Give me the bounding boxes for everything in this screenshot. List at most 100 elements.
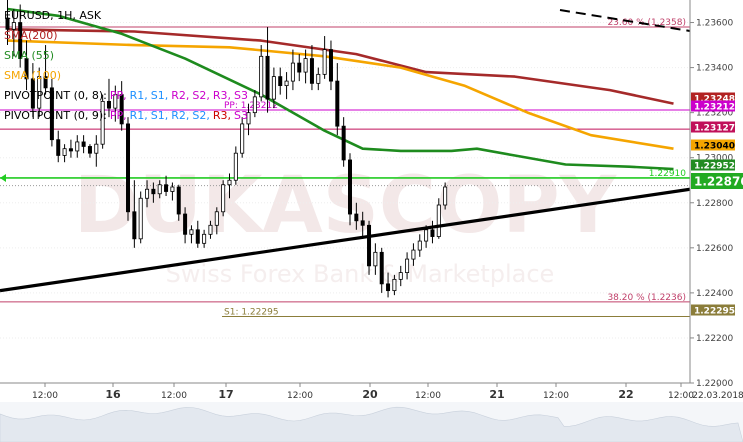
candle-down <box>119 94 124 125</box>
price-tag: 1.22295 <box>691 304 735 317</box>
candle-down <box>309 58 314 84</box>
candle-down <box>106 100 111 109</box>
legend-row-4: PIVOTPOINT (0, 8): PP, R1, S1, R2, S2, R3, S3 <box>4 86 251 106</box>
candle-up <box>221 184 226 213</box>
candle-down <box>87 146 92 154</box>
candle-up <box>392 278 397 292</box>
candle-up <box>208 224 213 235</box>
price-tick-label: 1.22000 <box>696 379 733 389</box>
price-tick-label: 1.23400 <box>696 64 733 74</box>
price-tick-label: 1.23000 <box>696 154 733 164</box>
candle-up <box>75 141 80 152</box>
candle-up <box>170 186 175 192</box>
legend-part: R1, <box>129 89 148 102</box>
legend-row-1: SMA(200) <box>4 26 251 46</box>
legend-symbol: EURUSD, 1H, ASK <box>4 9 102 22</box>
candle-down <box>341 125 346 161</box>
candle-up <box>424 229 429 242</box>
candle-up <box>62 148 67 156</box>
plot-area <box>0 0 690 383</box>
support-trendline <box>0 187 691 293</box>
candle-down <box>328 49 333 82</box>
time-tick-label: 12:00 <box>543 391 569 401</box>
time-tick-label: 12:00 <box>287 391 313 401</box>
legend-part: S2, <box>192 109 210 122</box>
price-tag-box <box>691 121 735 133</box>
candle-up <box>417 240 422 251</box>
price-tag: 1.22876 <box>691 173 743 189</box>
candle-down <box>43 76 48 89</box>
price-tag-text: 1.23040 <box>694 142 735 152</box>
time-tick-label: 22.03.2018 <box>692 391 743 401</box>
legend-part: PP, <box>109 109 127 122</box>
green-level-arrow <box>0 173 6 182</box>
candle-up <box>214 211 219 226</box>
legend-part: S2, <box>192 89 210 102</box>
candle-down <box>68 148 73 152</box>
legend-row-5: PIVOTPOINT (0, 9): PP, R1, S1, R2, S2, R3, S3 <box>4 106 251 126</box>
sma55-line <box>7 7 674 171</box>
resistance-trendline <box>559 9 691 32</box>
candle-up <box>436 204 441 237</box>
level-label: 38.20 % (1.2236) <box>607 293 686 303</box>
time-tick-label: 16 <box>105 388 121 401</box>
candle-down <box>24 58 29 80</box>
candle-down <box>360 220 365 226</box>
navigator-area <box>0 406 743 442</box>
price-tag: 1.23127 <box>691 121 735 134</box>
candle-up <box>405 258 410 274</box>
candle-up <box>202 233 207 244</box>
price-tag-box <box>691 92 735 104</box>
candle-up <box>227 179 232 186</box>
candle-up <box>100 100 105 145</box>
price-tag-text: 1.22295 <box>694 307 735 317</box>
price-tag-text: 1.23248 <box>694 95 735 105</box>
time-tick-label: 12:00 <box>161 391 187 401</box>
time-tick-label: 17 <box>218 388 233 401</box>
candle-up <box>145 188 150 199</box>
price-tag-box <box>691 139 735 151</box>
price-tag-text: 1.22952 <box>694 162 735 172</box>
legend: EURUSD, 1H, ASK SMA(200) SMA (55) SMA (1… <box>4 6 251 126</box>
price-tag-text: 1.22876 <box>694 175 743 189</box>
price-tag: 1.23040 <box>691 139 735 152</box>
candle-up <box>411 249 416 260</box>
price-tag: 1.22952 <box>691 159 735 172</box>
legend-part: PIVOTPOINT (0, 9): <box>4 109 107 122</box>
candle-up <box>240 123 245 154</box>
legend-part: R2, <box>171 89 190 102</box>
candle-up <box>443 186 448 206</box>
legend-part: PIVOTPOINT (0, 8): <box>4 89 107 102</box>
price-axis-area <box>690 0 743 442</box>
legend-part: S3 <box>234 109 248 122</box>
price-tick-label: 1.22400 <box>696 289 733 299</box>
candle-down <box>386 283 391 292</box>
watermark-subtitle: Swiss Forex Bank & Marketplace <box>166 260 555 288</box>
candle-down <box>430 229 435 237</box>
legend-sma55: SMA (55) <box>4 49 55 62</box>
candle-up <box>189 229 194 235</box>
legend-row-0: EURUSD, 1H, ASK <box>4 6 251 26</box>
legend-part: R3, <box>212 89 232 102</box>
level-label: PP: 1.23212 <box>224 101 278 111</box>
price-tick-label: 1.23600 <box>696 19 733 29</box>
candle-up <box>290 62 295 82</box>
candle-up <box>284 80 289 87</box>
level-label: S1: 1.22295 <box>224 308 279 318</box>
price-tag-text: 1.23212 <box>694 103 735 113</box>
candle-up <box>373 251 378 267</box>
candle-up <box>138 197 143 240</box>
legend-part: S1, <box>150 89 169 102</box>
candle-down <box>18 22 23 59</box>
candle-down <box>297 62 302 73</box>
price-tag: 1.23212 <box>691 100 735 113</box>
candle-up <box>94 143 99 154</box>
candle-down <box>347 159 352 215</box>
candle-down <box>56 139 61 156</box>
price-tick-label: 1.23200 <box>696 109 733 119</box>
candle-down <box>5 17 10 30</box>
candle-down <box>335 80 340 127</box>
legend-sma200: SMA(200) <box>4 29 58 42</box>
